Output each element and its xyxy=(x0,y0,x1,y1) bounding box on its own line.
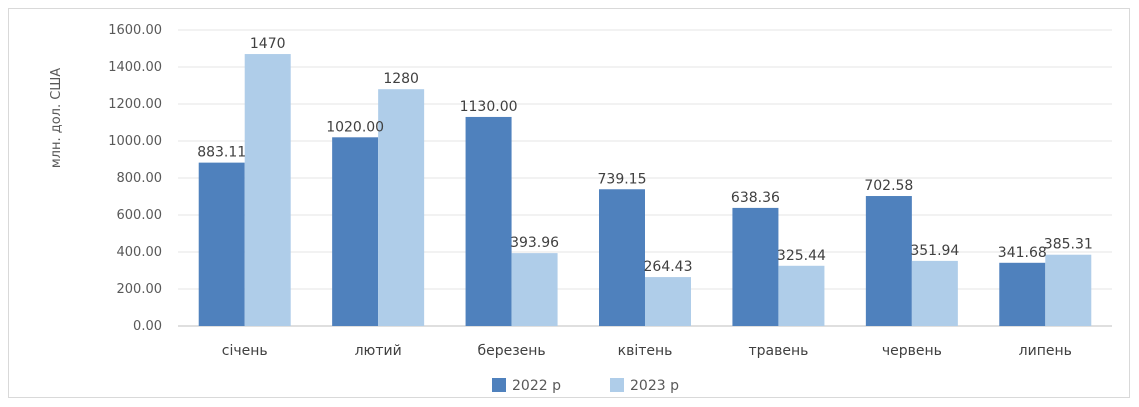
data-label: 1020.00 xyxy=(326,119,384,135)
data-label: 1130.00 xyxy=(460,99,518,115)
y-tick-label: 0.00 xyxy=(133,319,162,334)
y-tick-label: 600.00 xyxy=(117,208,163,223)
y-tick-label: 1200.00 xyxy=(108,97,162,112)
y-tick-label: 200.00 xyxy=(117,282,163,297)
data-label: 739.15 xyxy=(598,171,647,187)
x-category-label: травень xyxy=(748,343,808,359)
bar-2023 xyxy=(778,266,824,326)
x-category-label: січень xyxy=(222,343,268,359)
y-axis-label: млн. дол. США xyxy=(49,68,64,168)
bar-2022 xyxy=(599,189,645,326)
data-label: 341.68 xyxy=(998,245,1047,261)
legend-swatch xyxy=(492,378,506,392)
bar-2022 xyxy=(999,263,1045,326)
bar-2022 xyxy=(866,196,912,326)
legend: 2022 р 2023 р xyxy=(492,378,679,394)
y-tick-label: 400.00 xyxy=(117,245,163,260)
x-category-label: лютий xyxy=(355,343,402,359)
y-tick-label: 1600.00 xyxy=(108,23,162,38)
x-category-label: квітень xyxy=(618,343,673,359)
y-tick-label: 1000.00 xyxy=(108,134,162,149)
x-category-label: березень xyxy=(477,343,545,359)
data-label: 351.94 xyxy=(910,243,959,259)
bar-2023 xyxy=(645,277,691,326)
bar-2023 xyxy=(378,89,424,326)
data-label: 1470 xyxy=(250,36,286,52)
bar-2022 xyxy=(732,208,778,326)
bar-2022 xyxy=(466,117,512,326)
y-tick-label: 800.00 xyxy=(117,171,163,186)
data-label: 638.36 xyxy=(731,190,780,206)
legend-label: 2023 р xyxy=(630,378,679,394)
bars xyxy=(199,54,1092,326)
y-axis-ticks: 0.00 200.00 400.00 600.00 800.00 1000.00 1200.… xyxy=(108,23,162,334)
bar-2023 xyxy=(1045,255,1091,326)
bar-2023 xyxy=(512,253,558,326)
data-label: 264.43 xyxy=(644,259,693,275)
bar-2023 xyxy=(245,54,291,326)
data-label: 883.11 xyxy=(197,145,246,161)
data-label: 1280 xyxy=(383,71,419,87)
bar-2022 xyxy=(199,163,245,326)
data-label: 385.31 xyxy=(1044,237,1093,253)
data-label: 325.44 xyxy=(777,248,826,264)
bar-2023 xyxy=(912,261,958,326)
x-axis-categories: січень лютий березень квітень травень червень… xyxy=(222,343,1072,359)
y-tick-label: 1400.00 xyxy=(108,60,162,75)
data-label: 393.96 xyxy=(510,235,559,251)
x-category-label: червень xyxy=(882,343,942,359)
legend-swatch xyxy=(610,378,624,392)
data-label: 702.58 xyxy=(864,178,913,194)
legend-label: 2022 р xyxy=(512,378,561,394)
bar-2022 xyxy=(332,137,378,326)
x-category-label: липень xyxy=(1019,343,1072,359)
